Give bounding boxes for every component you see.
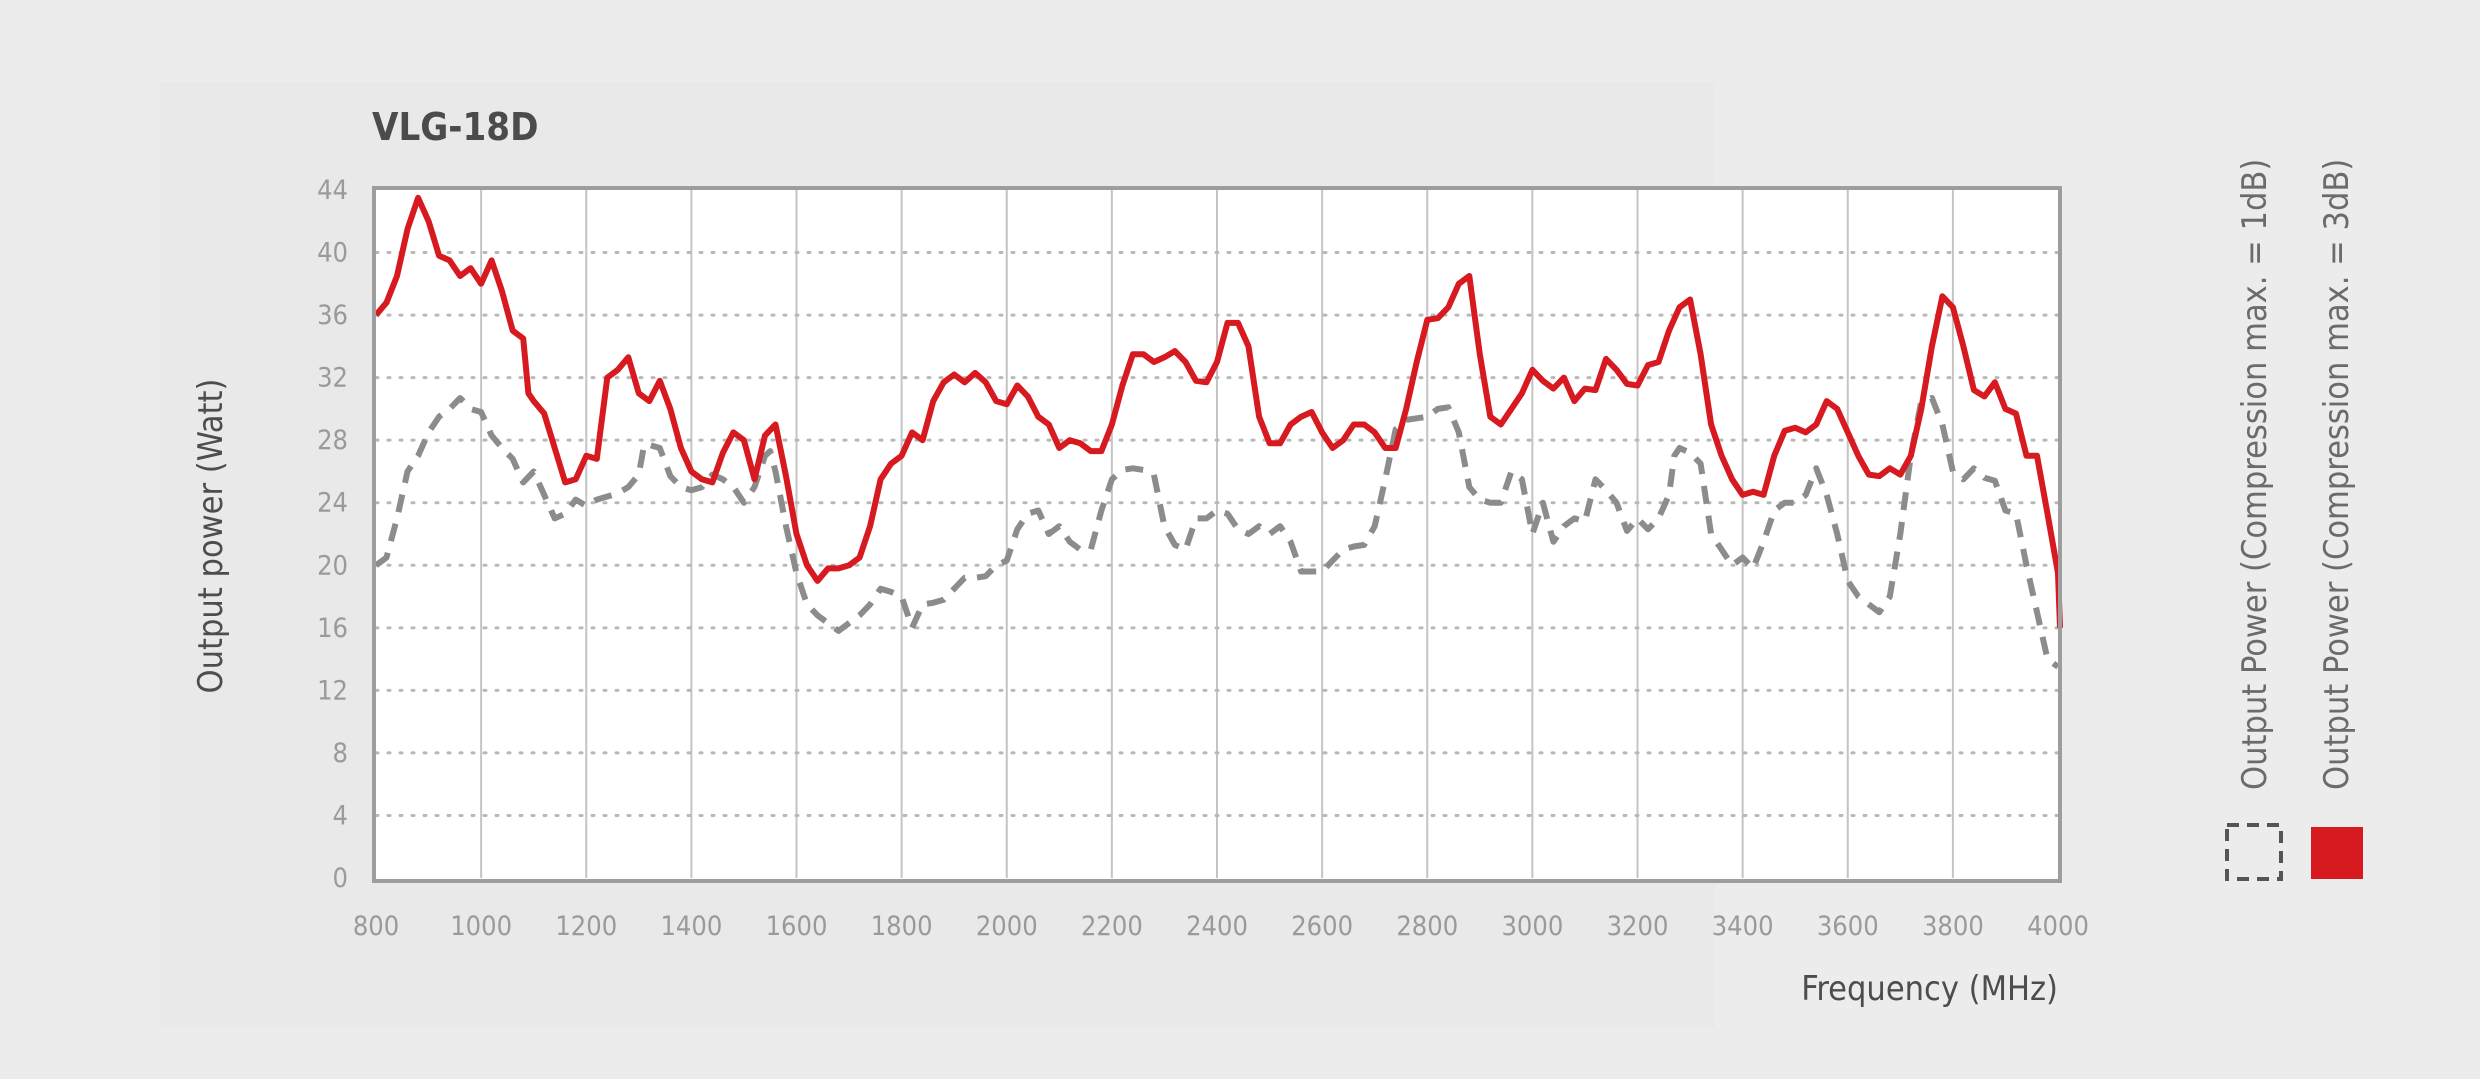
y-tick-label: 28 — [317, 425, 348, 456]
x-tick-label: 3400 — [1712, 911, 1774, 942]
y-tick-label: 32 — [317, 363, 348, 394]
x-tick-label: 1600 — [766, 911, 828, 942]
x-tick-label: 800 — [353, 911, 399, 942]
y-axis-ticks: 0 4 8 12 16 20 24 28 32 36 40 44 — [317, 175, 348, 894]
y-tick-label: 36 — [317, 300, 348, 331]
series-layer — [373, 194, 2063, 670]
series-line-3db — [373, 194, 2063, 628]
y-tick-label: 16 — [317, 613, 348, 644]
x-axis-label: Frequency (MHz) — [1801, 969, 2058, 1009]
y-tick-label: 20 — [317, 550, 348, 581]
legend-label-1db: Output Power (Compression max. = 1dB) — [2235, 159, 2275, 790]
y-tick-label: 24 — [317, 488, 348, 519]
grid — [374, 190, 2060, 878]
x-tick-label: 2000 — [976, 911, 1038, 942]
x-tick-label: 2800 — [1396, 911, 1458, 942]
x-tick-label: 3000 — [1501, 911, 1563, 942]
x-tick-label: 3200 — [1607, 911, 1669, 942]
x-tick-label: 3800 — [1922, 911, 1984, 942]
x-tick-label: 3600 — [1817, 911, 1879, 942]
series-line-1db — [374, 395, 2060, 670]
y-tick-label: 40 — [317, 238, 348, 269]
y-tick-label: 44 — [317, 175, 348, 206]
plot-border — [372, 186, 2062, 883]
x-tick-label: 1200 — [555, 911, 617, 942]
y-tick-label: 4 — [333, 800, 348, 831]
x-tick-label: 2200 — [1081, 911, 1143, 942]
y-axis-label: Output power (Watt) — [191, 379, 231, 694]
x-tick-label: 1400 — [660, 911, 722, 942]
x-tick-label: 2400 — [1186, 911, 1248, 942]
legend-label-3db: Output Power (Compression max. = 3dB) — [2317, 159, 2357, 790]
x-tick-label: 4000 — [2027, 911, 2089, 942]
legend-swatch-1db — [2225, 823, 2283, 881]
chart-title: VLG-18D — [372, 105, 538, 149]
x-axis-ticks: 800 1000 1200 1400 1600 1800 2000 2200 2400 2600 2… — [353, 911, 2089, 942]
x-tick-label: 2600 — [1291, 911, 1353, 942]
legend: Output Power (Compression max. = 1dB) Ou… — [2225, 159, 2363, 881]
x-tick-label: 1800 — [871, 911, 933, 942]
y-tick-label: 12 — [317, 675, 348, 706]
y-tick-label: 0 — [333, 863, 348, 894]
x-tick-label: 1000 — [450, 911, 512, 942]
legend-swatch-3db — [2311, 827, 2363, 879]
y-tick-label: 8 — [333, 738, 348, 769]
